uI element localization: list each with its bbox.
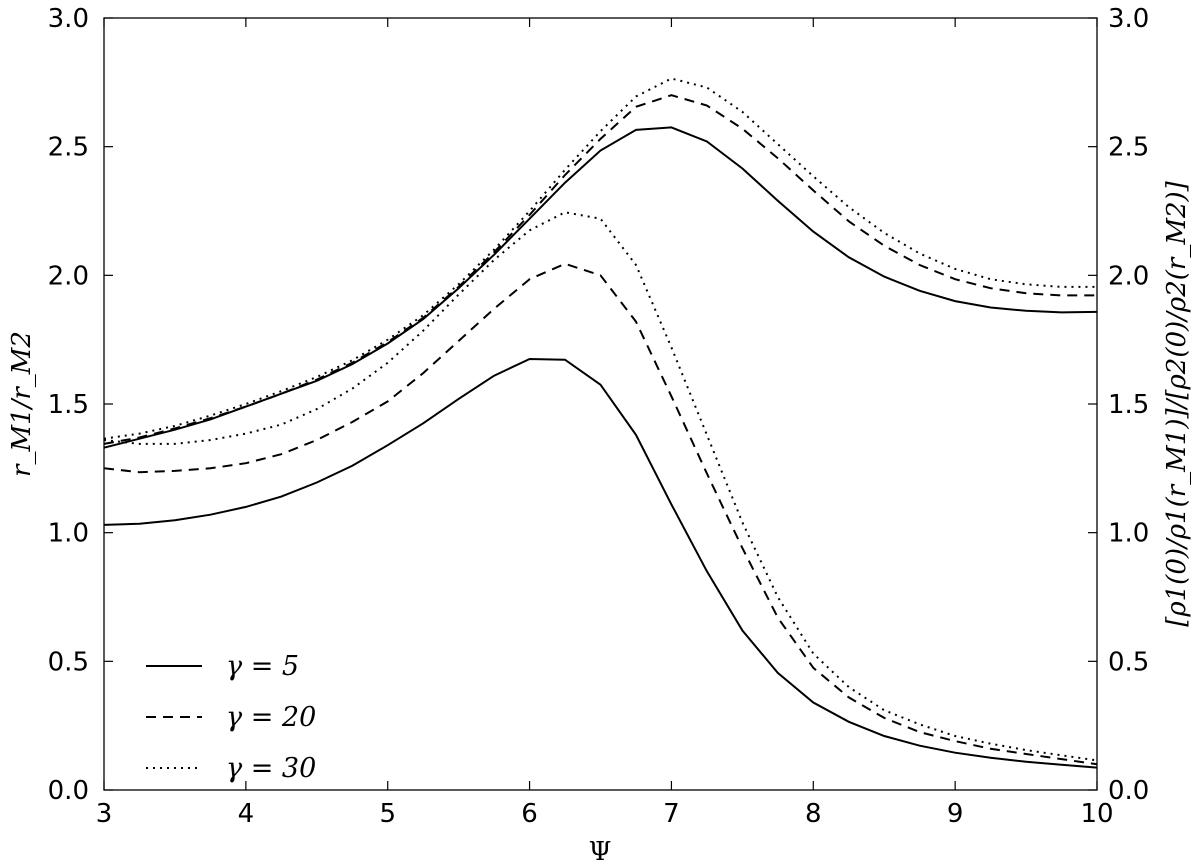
y2-axis-label: [ρ1(0)/ρ1(r_M1)]/[ρ2(0)/ρ2(r_M2)] [1162,180,1192,626]
series-line-5 [103,94,1097,445]
legend-label: γ = 5 [226,651,299,682]
y-tick-label: 0.0 [48,776,89,806]
x-tick-label: 8 [805,799,822,829]
y-tick-label: 3.0 [48,4,89,34]
series-line-4 [103,126,1098,449]
y-tick-label: 2.5 [48,133,89,163]
y2-tick-label: 1.0 [1108,519,1149,549]
legend: γ = 5 γ = 20 γ = 30 [146,651,316,784]
series-layer [103,77,1098,769]
y2-tick-label: 2.0 [1108,261,1149,291]
y2-tick-label: 0.5 [1108,647,1149,677]
x-tick-label: 9 [947,799,964,829]
y-axis-label: r_M1/r_M2 [7,331,37,477]
x-tick-label: 5 [379,799,396,829]
x-tick-label: 6 [521,799,538,829]
y2-tick-label: 2.5 [1108,133,1149,163]
y2-tick-label: 1.5 [1108,390,1149,420]
y-tick-label: 1.5 [48,390,89,420]
legend-label: γ = 20 [226,702,316,733]
legend-label: γ = 30 [226,753,316,784]
x-axis-label: Ψ [589,837,612,864]
x-tick-label: 3 [96,799,113,829]
x-tick-label: 10 [1080,799,1113,829]
y-tick-label: 0.5 [48,647,89,677]
series-line-2 [103,262,1098,766]
series-line-1 [103,357,1098,769]
y2-tick-label: 3.0 [1108,4,1149,34]
y-tick-label: 1.0 [48,519,89,549]
ticks-layer: 3 4 5 6 7 8 9 100.00.51.01.52.02.53.00.00.51.01… [48,4,1150,829]
x-tick-label: 4 [238,799,255,829]
x-tick-label: 7 [663,799,680,829]
y2-tick-label: 0.0 [1108,776,1149,806]
y-tick-label: 2.0 [48,261,89,291]
